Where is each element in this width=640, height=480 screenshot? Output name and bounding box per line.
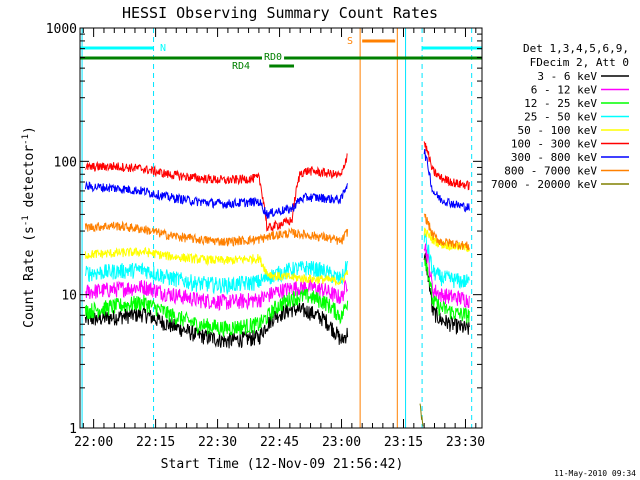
legend-label: 800 - 7000 keV [504,165,597,178]
legend-label: 12 - 25 keV [524,97,597,110]
series-line-7000-20000kev [419,403,424,427]
x-tick-label: 22:30 [198,435,237,450]
y-tick-label: 10 [61,289,77,304]
series-line-25-50kev [84,233,470,296]
x-tick-label: 22:15 [136,435,175,450]
plot-frame [79,27,483,429]
y-axis-label: Count Rate (s-1 detector-1) [21,126,37,328]
flag-label-rd4: RD4 [232,61,250,72]
x-tick-label: 23:30 [446,435,485,450]
legend-label: 50 - 100 keV [518,124,598,137]
y-tick-label: 1000 [46,22,77,37]
legend-label: 3 - 6 keV [537,70,597,83]
legend-title-line-2: FDecim 2, Att 0 [530,56,629,69]
x-axis-label: Start Time (12-Nov-09 21:56:42) [161,457,404,472]
series-line-6-12kev [85,243,470,312]
series-line-100-300kev [85,141,470,232]
flag-label-n: N [160,43,166,54]
y-tick-label: 100 [54,155,77,170]
legend-label: 6 - 12 keV [531,84,598,97]
legend-title-line-1: Det 1,3,4,5,6,9, [523,42,629,55]
legend-label: 25 - 50 keV [524,111,597,124]
timestamp: 11-May-2010 09:34 [554,469,636,478]
flag-label-s: S [347,36,353,47]
legend-label: 7000 - 20000 keV [491,178,597,191]
legend-label: 100 - 300 keV [511,138,597,151]
series-line-300-800kev [84,149,470,219]
legend-label: 300 - 800 keV [511,151,597,164]
series-line-12-25kev [84,258,470,337]
x-tick-label: 23:00 [322,435,361,450]
x-tick-label: 23:15 [384,435,423,450]
x-tick-label: 22:45 [260,435,299,450]
flag-label-rd0: RD0 [264,52,282,63]
chart-title: HESSI Observing Summary Count Rates [122,4,438,22]
legend: Det 1,3,4,5,6,9, FDecim 2, Att 0 3 - 6 k… [491,42,629,191]
y-tick-label: 1 [69,422,77,437]
series-line-800-7000kev [84,213,470,251]
x-tick-label: 22:00 [74,435,113,450]
